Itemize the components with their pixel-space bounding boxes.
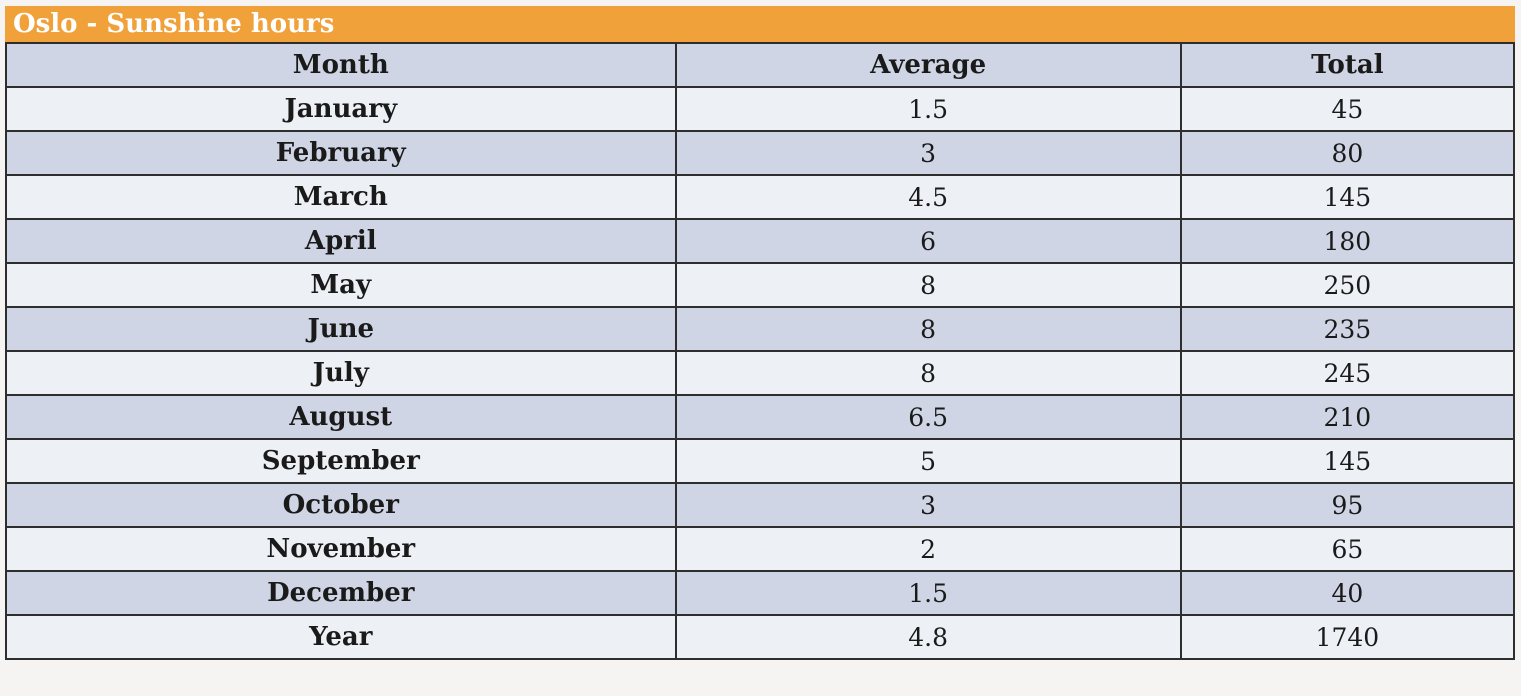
month-cell: November [5, 526, 677, 572]
average-cell: 3 [674, 130, 1182, 176]
month-cell: December [5, 570, 677, 616]
average-cell: 8 [674, 306, 1182, 352]
average-cell: 3 [674, 482, 1182, 528]
total-cell: 95 [1179, 482, 1516, 528]
table-row-april: April 6 180 [5, 218, 1516, 264]
table-row-december: December 1.5 40 [5, 570, 1516, 616]
total-cell: 80 [1179, 130, 1516, 176]
table-row-february: February 3 80 [5, 130, 1516, 176]
table-row-january: January 1.5 45 [5, 86, 1516, 132]
total-cell: 1740 [1179, 614, 1516, 660]
average-cell: 4.8 [674, 614, 1182, 660]
table-row-year: Year 4.8 1740 [5, 614, 1516, 660]
table-row-august: August 6.5 210 [5, 394, 1516, 440]
average-cell: 8 [674, 262, 1182, 308]
average-cell: 1.5 [674, 86, 1182, 132]
total-cell: 180 [1179, 218, 1516, 264]
sunshine-table-panel: Oslo - Sunshine hours Month Average Tota… [5, 6, 1516, 660]
month-cell: April [5, 218, 677, 264]
average-cell: 2 [674, 526, 1182, 572]
total-cell: 45 [1179, 86, 1516, 132]
total-cell: 245 [1179, 350, 1516, 396]
total-cell: 235 [1179, 306, 1516, 352]
table-row-october: October 3 95 [5, 482, 1516, 528]
month-cell: February [5, 130, 677, 176]
header-row: Month Average Total [5, 42, 1516, 88]
table-row-july: July 8 245 [5, 350, 1516, 396]
column-header-month: Month [5, 42, 677, 88]
month-cell: October [5, 482, 677, 528]
column-header-average: Average [674, 42, 1182, 88]
table-row-june: June 8 235 [5, 306, 1516, 352]
average-cell: 1.5 [674, 570, 1182, 616]
table-row-november: November 2 65 [5, 526, 1516, 572]
average-cell: 5 [674, 438, 1182, 484]
average-cell: 6.5 [674, 394, 1182, 440]
month-cell: March [5, 174, 677, 220]
table-title-bar: Oslo - Sunshine hours [5, 6, 1515, 42]
column-header-total: Total [1179, 42, 1516, 88]
month-cell: Year [5, 614, 677, 660]
table-row-march: March 4.5 145 [5, 174, 1516, 220]
total-cell: 145 [1179, 174, 1516, 220]
average-cell: 8 [674, 350, 1182, 396]
average-cell: 4.5 [674, 174, 1182, 220]
table-row-may: May 8 250 [5, 262, 1516, 308]
month-cell: September [5, 438, 677, 484]
average-cell: 6 [674, 218, 1182, 264]
table-row-september: September 5 145 [5, 438, 1516, 484]
total-cell: 210 [1179, 394, 1516, 440]
total-cell: 145 [1179, 438, 1516, 484]
month-cell: January [5, 86, 677, 132]
total-cell: 65 [1179, 526, 1516, 572]
month-cell: August [5, 394, 677, 440]
month-cell: May [5, 262, 677, 308]
sunshine-table: Month Average Total January 1.5 45 Febru… [5, 42, 1516, 660]
table-title: Oslo - Sunshine hours [13, 9, 335, 39]
month-cell: July [5, 350, 677, 396]
total-cell: 40 [1179, 570, 1516, 616]
total-cell: 250 [1179, 262, 1516, 308]
month-cell: June [5, 306, 677, 352]
